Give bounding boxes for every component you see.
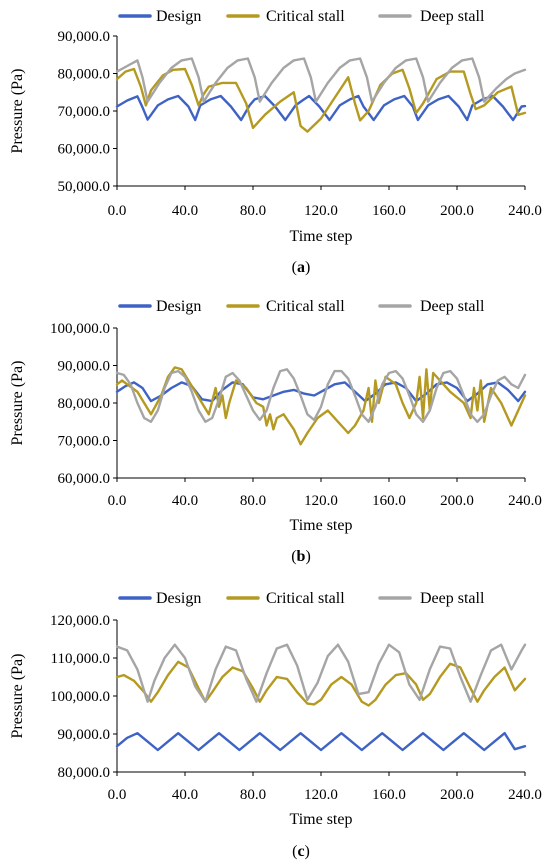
x-axis-label: Time step — [290, 517, 353, 534]
series-line-deep-stall — [115, 57, 527, 103]
legend-label-1: Critical stall — [266, 8, 345, 25]
y-axis-label: Pressure (Pa) — [9, 69, 26, 154]
x-tick-label: 120.0 — [304, 203, 338, 219]
x-tick-label: 200.0 — [440, 787, 474, 803]
y-axis-label: Pressure (Pa) — [9, 361, 26, 446]
x-tick-label: 240.0 — [508, 203, 542, 219]
chart-panel-3: Design Critical stall Deep stall 80,000.0 90… — [9, 590, 542, 860]
chart-panel-2: Design Critical stall Deep stall 60,000.0 70… — [9, 298, 542, 565]
x-tick-label: 0.0 — [108, 787, 127, 803]
x-tick-label: 40.0 — [172, 787, 198, 803]
series-line-design — [115, 381, 527, 403]
legend-label-2: Deep stall — [420, 8, 485, 25]
panel-caption-letter: c — [297, 843, 304, 860]
x-tick-label: 0.0 — [108, 493, 127, 509]
y-tick-label: 80,000.0 — [58, 396, 111, 412]
y-tick-label: 80,000.0 — [58, 67, 111, 83]
y-tick-label: 100,000.0 — [50, 689, 110, 705]
legend-label-0: Design — [156, 8, 201, 25]
x-tick-label: 240.0 — [508, 493, 542, 509]
panel-caption-letter: a — [297, 259, 305, 276]
y-tick-label: 90,000.0 — [58, 29, 111, 45]
legend-label-0: Design — [156, 298, 201, 315]
y-tick-label: 90,000.0 — [58, 727, 111, 743]
x-tick-label: 160.0 — [372, 203, 406, 219]
x-tick-label: 80.0 — [240, 493, 266, 509]
x-tick-label: 80.0 — [240, 203, 266, 219]
legend-label-1: Critical stall — [266, 590, 345, 607]
legend-label-0: Design — [156, 590, 201, 607]
legend-label-2: Deep stall — [420, 590, 485, 607]
series-line-design — [115, 732, 527, 752]
series-line-deep-stall — [115, 643, 527, 703]
y-tick-label: 60,000.0 — [58, 142, 111, 158]
x-tick-label: 120.0 — [304, 787, 338, 803]
y-tick-label: 110,000.0 — [51, 651, 110, 667]
x-tick-label: 200.0 — [440, 203, 474, 219]
x-tick-label: 120.0 — [304, 493, 338, 509]
x-tick-label: 160.0 — [372, 493, 406, 509]
series-line-design — [115, 94, 527, 122]
chart-panel-1: Design Critical stall Deep stall 50,000.0 60… — [9, 8, 542, 276]
x-tick-label: 40.0 — [172, 493, 198, 509]
y-tick-label: 60,000.0 — [58, 471, 111, 487]
y-tick-label: 70,000.0 — [58, 104, 111, 120]
y-tick-label: 70,000.0 — [58, 434, 111, 450]
panel-caption-letter: b — [297, 548, 306, 565]
x-tick-label: 80.0 — [240, 787, 266, 803]
legend-label-2: Deep stall — [420, 298, 485, 315]
x-tick-label: 160.0 — [372, 787, 406, 803]
x-axis-label: Time step — [290, 811, 353, 828]
legend-label-1: Critical stall — [266, 298, 345, 315]
x-tick-label: 40.0 — [172, 203, 198, 219]
panel-caption: (b) — [291, 548, 311, 565]
y-tick-label: 50,000.0 — [58, 179, 111, 195]
y-tick-label: 80,000.0 — [58, 765, 111, 781]
series-line-critical-stall — [115, 67, 527, 133]
y-tick-label: 120,000.0 — [50, 613, 110, 629]
x-tick-label: 240.0 — [508, 787, 542, 803]
y-tick-label: 90,000.0 — [58, 359, 111, 375]
x-tick-label: 0.0 — [108, 203, 127, 219]
panel-caption: (a) — [292, 259, 311, 276]
y-axis-label: Pressure (Pa) — [9, 654, 26, 739]
panel-caption: (c) — [292, 843, 310, 860]
series-line-deep-stall — [115, 368, 527, 423]
x-axis-label: Time step — [290, 228, 353, 245]
y-tick-label: 100,000.0 — [50, 321, 110, 337]
x-tick-label: 200.0 — [440, 493, 474, 509]
